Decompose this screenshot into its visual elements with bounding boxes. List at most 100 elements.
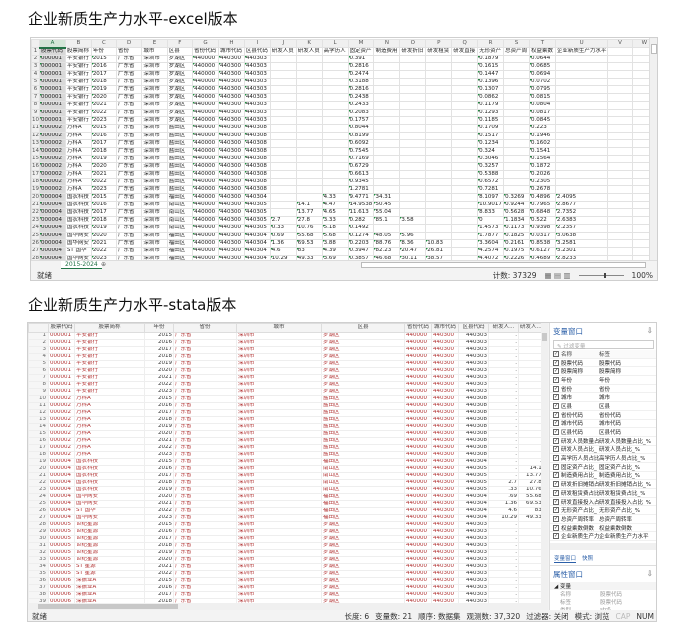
cell[interactable]: 000004 <box>48 493 75 501</box>
cell[interactable]: 000001 <box>48 346 75 354</box>
cell[interactable]: 广东省 <box>115 116 143 125</box>
cell[interactable]: . <box>488 458 519 466</box>
header-cell[interactable]: 省份 <box>115 47 143 56</box>
cell[interactable]: 深圳市 <box>236 444 322 452</box>
column-header[interactable]: 研发人... <box>488 323 519 333</box>
row-number[interactable]: 24 <box>28 493 49 501</box>
cell[interactable]: 440300 <box>431 556 459 564</box>
cell[interactable]: 2022 <box>144 570 174 578</box>
row-number[interactable]: 4 <box>28 353 49 361</box>
cell[interactable]: 000001 <box>48 388 75 396</box>
cell[interactable]: 盐田区 <box>321 423 405 431</box>
cell[interactable]: 国农科技 <box>64 223 92 233</box>
cell[interactable] <box>425 62 453 72</box>
row-header[interactable]: 2 <box>31 54 40 64</box>
cell[interactable]: 2015 <box>144 458 174 466</box>
cell[interactable] <box>607 146 633 156</box>
cell[interactable]: 广东省 <box>115 54 143 64</box>
column-header[interactable]: Q <box>451 39 479 48</box>
cell[interactable] <box>451 85 479 95</box>
column-header[interactable]: 省份代码 <box>404 323 432 333</box>
cell[interactable]: 南山区 <box>166 200 194 210</box>
cell[interactable]: 440000 <box>192 131 219 141</box>
cell[interactable]: 广东省 <box>173 451 237 459</box>
column-header[interactable]: 区县代码 <box>458 323 489 333</box>
cell[interactable] <box>399 108 427 118</box>
cell[interactable] <box>607 193 633 202</box>
cell[interactable]: 440303 <box>458 542 489 550</box>
cell[interactable]: 2018 <box>90 77 117 87</box>
cell[interactable]: 000001 <box>39 85 66 95</box>
cell[interactable]: 广东省 <box>173 388 237 396</box>
cell[interactable]: 440300 <box>431 542 459 550</box>
cell[interactable]: . <box>488 549 519 557</box>
cell[interactable]: 平安银行 <box>64 85 92 95</box>
cell[interactable] <box>503 93 530 102</box>
cell[interactable]: 440300 <box>431 500 459 508</box>
cell[interactable] <box>554 100 609 110</box>
cell[interactable]: 2019 <box>144 423 174 431</box>
zoom-slider[interactable] <box>578 273 624 278</box>
variable-checkbox[interactable]: ✓ <box>553 455 559 462</box>
cell[interactable]: 深圳市 <box>141 70 168 79</box>
cell[interactable]: 0.0694 <box>528 70 556 79</box>
cell[interactable]: 平安银行 <box>74 339 145 347</box>
variable-row[interactable]: ✓ 研发人员占比_ 研发人员占比_% <box>550 446 656 455</box>
cell[interactable]: 广东省 <box>115 131 143 141</box>
cell[interactable]: 罗湖区 <box>321 591 405 599</box>
cell[interactable]: 000002 <box>39 139 66 148</box>
cell[interactable]: 440000 <box>404 444 432 452</box>
cell[interactable]: 0.0845 <box>528 116 556 125</box>
cell[interactable] <box>518 521 544 529</box>
cell[interactable]: 3.2301 <box>554 246 609 256</box>
cell[interactable]: 2015 <box>144 395 174 403</box>
cell[interactable]: 0.3257 <box>477 162 505 171</box>
cell[interactable]: 广东省 <box>173 486 237 494</box>
cell[interactable]: 10.76 <box>295 223 323 233</box>
cell[interactable] <box>373 62 401 72</box>
cell[interactable]: 国华网安 <box>74 493 145 501</box>
cell[interactable]: 440300 <box>217 77 245 87</box>
row-number[interactable]: 13 <box>28 416 49 424</box>
cell[interactable] <box>607 62 633 72</box>
row-header[interactable]: 25 <box>31 231 40 241</box>
cell[interactable]: 000005 <box>48 535 75 543</box>
cell[interactable]: 0.2026 <box>528 170 556 179</box>
cell[interactable]: 0.6848 <box>528 208 556 218</box>
cell[interactable]: 万科A <box>64 139 92 148</box>
cell[interactable] <box>554 116 609 125</box>
cell[interactable]: 440300 <box>217 162 245 171</box>
cell[interactable]: 0.2816 <box>347 62 375 72</box>
variable-checkbox[interactable]: ✓ <box>553 498 559 505</box>
cell[interactable]: 0.1872 <box>528 162 556 171</box>
cell[interactable] <box>399 100 427 110</box>
cell[interactable]: 广东省 <box>173 332 237 340</box>
cell[interactable]: 000004 <box>39 193 66 202</box>
cell[interactable]: 2022 <box>144 444 174 452</box>
cell[interactable]: 0.6092 <box>347 139 375 148</box>
cell[interactable]: . <box>488 437 519 445</box>
cell[interactable] <box>425 108 453 118</box>
cell[interactable]: 0.9345 <box>347 177 375 187</box>
cell[interactable]: 0.2305 <box>528 177 556 187</box>
cell[interactable]: 000004 <box>39 239 66 248</box>
cell[interactable] <box>399 185 427 195</box>
cell[interactable] <box>373 77 401 87</box>
variable-checkbox[interactable]: ✓ <box>553 368 559 375</box>
cell[interactable]: 440000 <box>192 223 219 233</box>
cell[interactable]: 深圳市 <box>236 339 322 347</box>
cell[interactable]: 盐田区 <box>321 416 405 424</box>
cell[interactable] <box>503 170 530 179</box>
cell[interactable]: 440000 <box>192 108 219 118</box>
cell[interactable]: 2016 <box>144 339 174 347</box>
cell[interactable]: 世纪星源 <box>74 521 145 529</box>
cell[interactable]: 000001 <box>48 374 75 382</box>
cell[interactable]: 南山区 <box>321 479 405 487</box>
cell[interactable] <box>295 85 323 95</box>
cell[interactable]: 440300 <box>431 528 459 536</box>
cell[interactable]: 440000 <box>404 409 432 417</box>
cell[interactable]: 000004 <box>39 200 66 210</box>
column-header[interactable]: 省份 <box>173 323 237 333</box>
cell[interactable]: 1.4573 <box>477 223 505 233</box>
header-cell[interactable]: 研发直接 <box>451 47 479 56</box>
